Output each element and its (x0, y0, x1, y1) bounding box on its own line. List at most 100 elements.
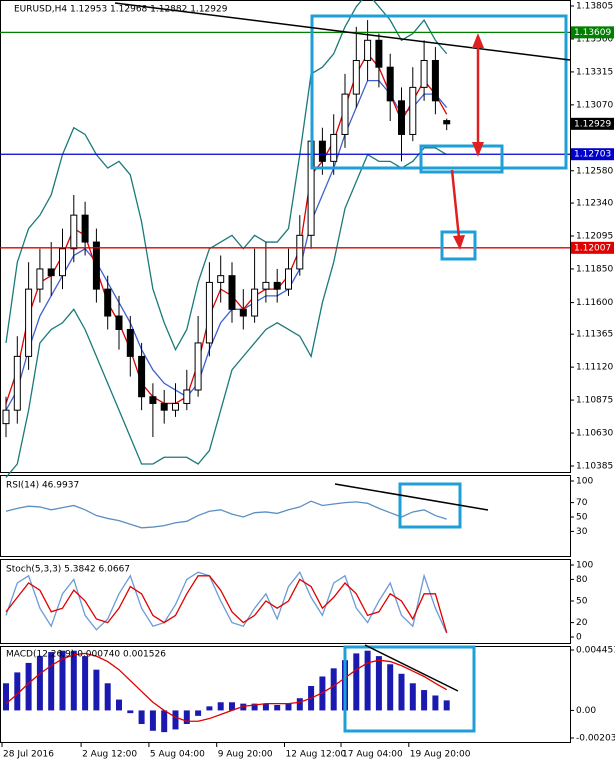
candle-body (36, 268, 44, 290)
level-label: 1.13609 (574, 28, 611, 38)
y-tick-label: 1.12095 (576, 232, 613, 242)
y-tick-label: 1.10875 (576, 396, 613, 406)
trend-line (114, 2, 571, 61)
level-label: 1.12703 (574, 150, 611, 160)
level-label-box (571, 241, 614, 254)
y-tick-label: 0 (576, 633, 582, 643)
candle-body (115, 315, 123, 330)
candle-body (138, 355, 146, 398)
histogram-bar (229, 702, 235, 711)
highlight-box (419, 144, 504, 174)
candle-body (183, 389, 191, 404)
histogram-bar (127, 710, 134, 714)
candle-body (160, 402, 168, 411)
histogram-bar (398, 673, 405, 711)
histogram-bar (59, 650, 66, 711)
candle-body (194, 342, 202, 391)
y-tick-label: 30 (576, 527, 588, 537)
histogram-bar (48, 652, 55, 711)
y-tick-label: -0.002032 (576, 734, 615, 744)
candle-body (47, 268, 55, 277)
candle-body (149, 396, 157, 404)
x-tick-label: 2 Aug 12:00 (82, 750, 137, 760)
price-label: 1.12929 (574, 119, 611, 129)
candle-body (25, 288, 33, 357)
candle-body (375, 39, 383, 68)
candle-body (318, 140, 326, 162)
indicator-line (5, 652, 448, 722)
histogram-bar (285, 703, 292, 711)
candle-body (431, 59, 439, 102)
candle-body (2, 409, 10, 425)
x-tick-label: 12 Aug 12:00 (286, 750, 347, 760)
y-tick-label: 1.12340 (576, 199, 613, 209)
histogram-bar (104, 683, 111, 711)
arrow (450, 169, 461, 239)
candle-body (443, 120, 451, 125)
histogram-bar (217, 702, 224, 711)
histogram-bar (262, 703, 269, 711)
candle-body (409, 86, 417, 135)
candle-body (330, 133, 338, 162)
histogram-bar (36, 656, 43, 711)
price-label-box (571, 117, 614, 130)
indicator-line (5, 52, 448, 405)
histogram-bar (172, 710, 179, 730)
histogram-bar (443, 700, 450, 711)
candle-body (59, 248, 66, 277)
panel-title: Stoch(5,3,3) 5.3842 6.0667 (6, 565, 130, 575)
indicator-line (5, 500, 447, 529)
histogram-bar (364, 650, 371, 711)
y-tick-label: 1.10385 (576, 462, 613, 472)
histogram-bar (14, 672, 21, 711)
histogram-bar (93, 669, 100, 711)
candle-body (172, 402, 179, 411)
level-label: 1.12007 (574, 243, 611, 253)
indicator-line (5, 570, 448, 634)
x-tick-label: 28 Jul 2016 (3, 750, 54, 760)
y-tick-label: 100 (576, 561, 593, 571)
candle-body (92, 241, 100, 290)
candle-body (386, 66, 394, 102)
candle-body (273, 281, 281, 290)
panel-title: MACD(12,26,9) 0.000740 0.001526 (6, 650, 166, 660)
x-tick-label: 9 Aug 20:00 (218, 750, 273, 760)
x-tick-label: 17 Aug 04:00 (342, 750, 403, 760)
histogram-bar (3, 683, 9, 711)
candle-body (13, 355, 21, 411)
candle-body (262, 281, 270, 290)
histogram-bar (25, 662, 32, 711)
x-tick-label: 5 Aug 04:00 (150, 750, 205, 760)
level-label-box (571, 26, 614, 39)
candle-body (296, 234, 304, 270)
candle-body (126, 328, 134, 357)
histogram-bar (330, 668, 337, 711)
y-tick-label: 1.10630 (576, 429, 613, 439)
label-layer: 1.13805 1.13560 1.13315 1.13070 1.12580 1.123… (3, 2, 615, 760)
y-tick-label: 1.13315 (576, 67, 613, 77)
highlight-box (343, 645, 476, 733)
histogram-bar (161, 710, 168, 733)
histogram-bar (421, 690, 428, 711)
histogram-bar (251, 703, 258, 711)
panel-title: RSI(14) 46.9937 (6, 481, 79, 491)
candle-body (205, 281, 213, 344)
y-tick-label: 1.11120 (576, 363, 613, 373)
y-tick-label: 100 (576, 477, 593, 487)
level-label-box (571, 148, 614, 161)
highlight-box (310, 14, 568, 170)
plot-layer (0, 0, 574, 747)
candle-body (251, 288, 259, 317)
y-tick-label: 70 (576, 498, 588, 508)
histogram-bar (432, 695, 439, 711)
y-tick-label: 1.11850 (576, 264, 613, 274)
y-tick-label: 50 (576, 513, 588, 523)
y-tick-label: 50 (576, 597, 588, 607)
indicator-line (5, 147, 448, 478)
trend-line (364, 644, 459, 692)
histogram-bar (70, 650, 77, 711)
candle-body (398, 100, 405, 135)
y-tick-label: 1.13560 (576, 34, 613, 44)
